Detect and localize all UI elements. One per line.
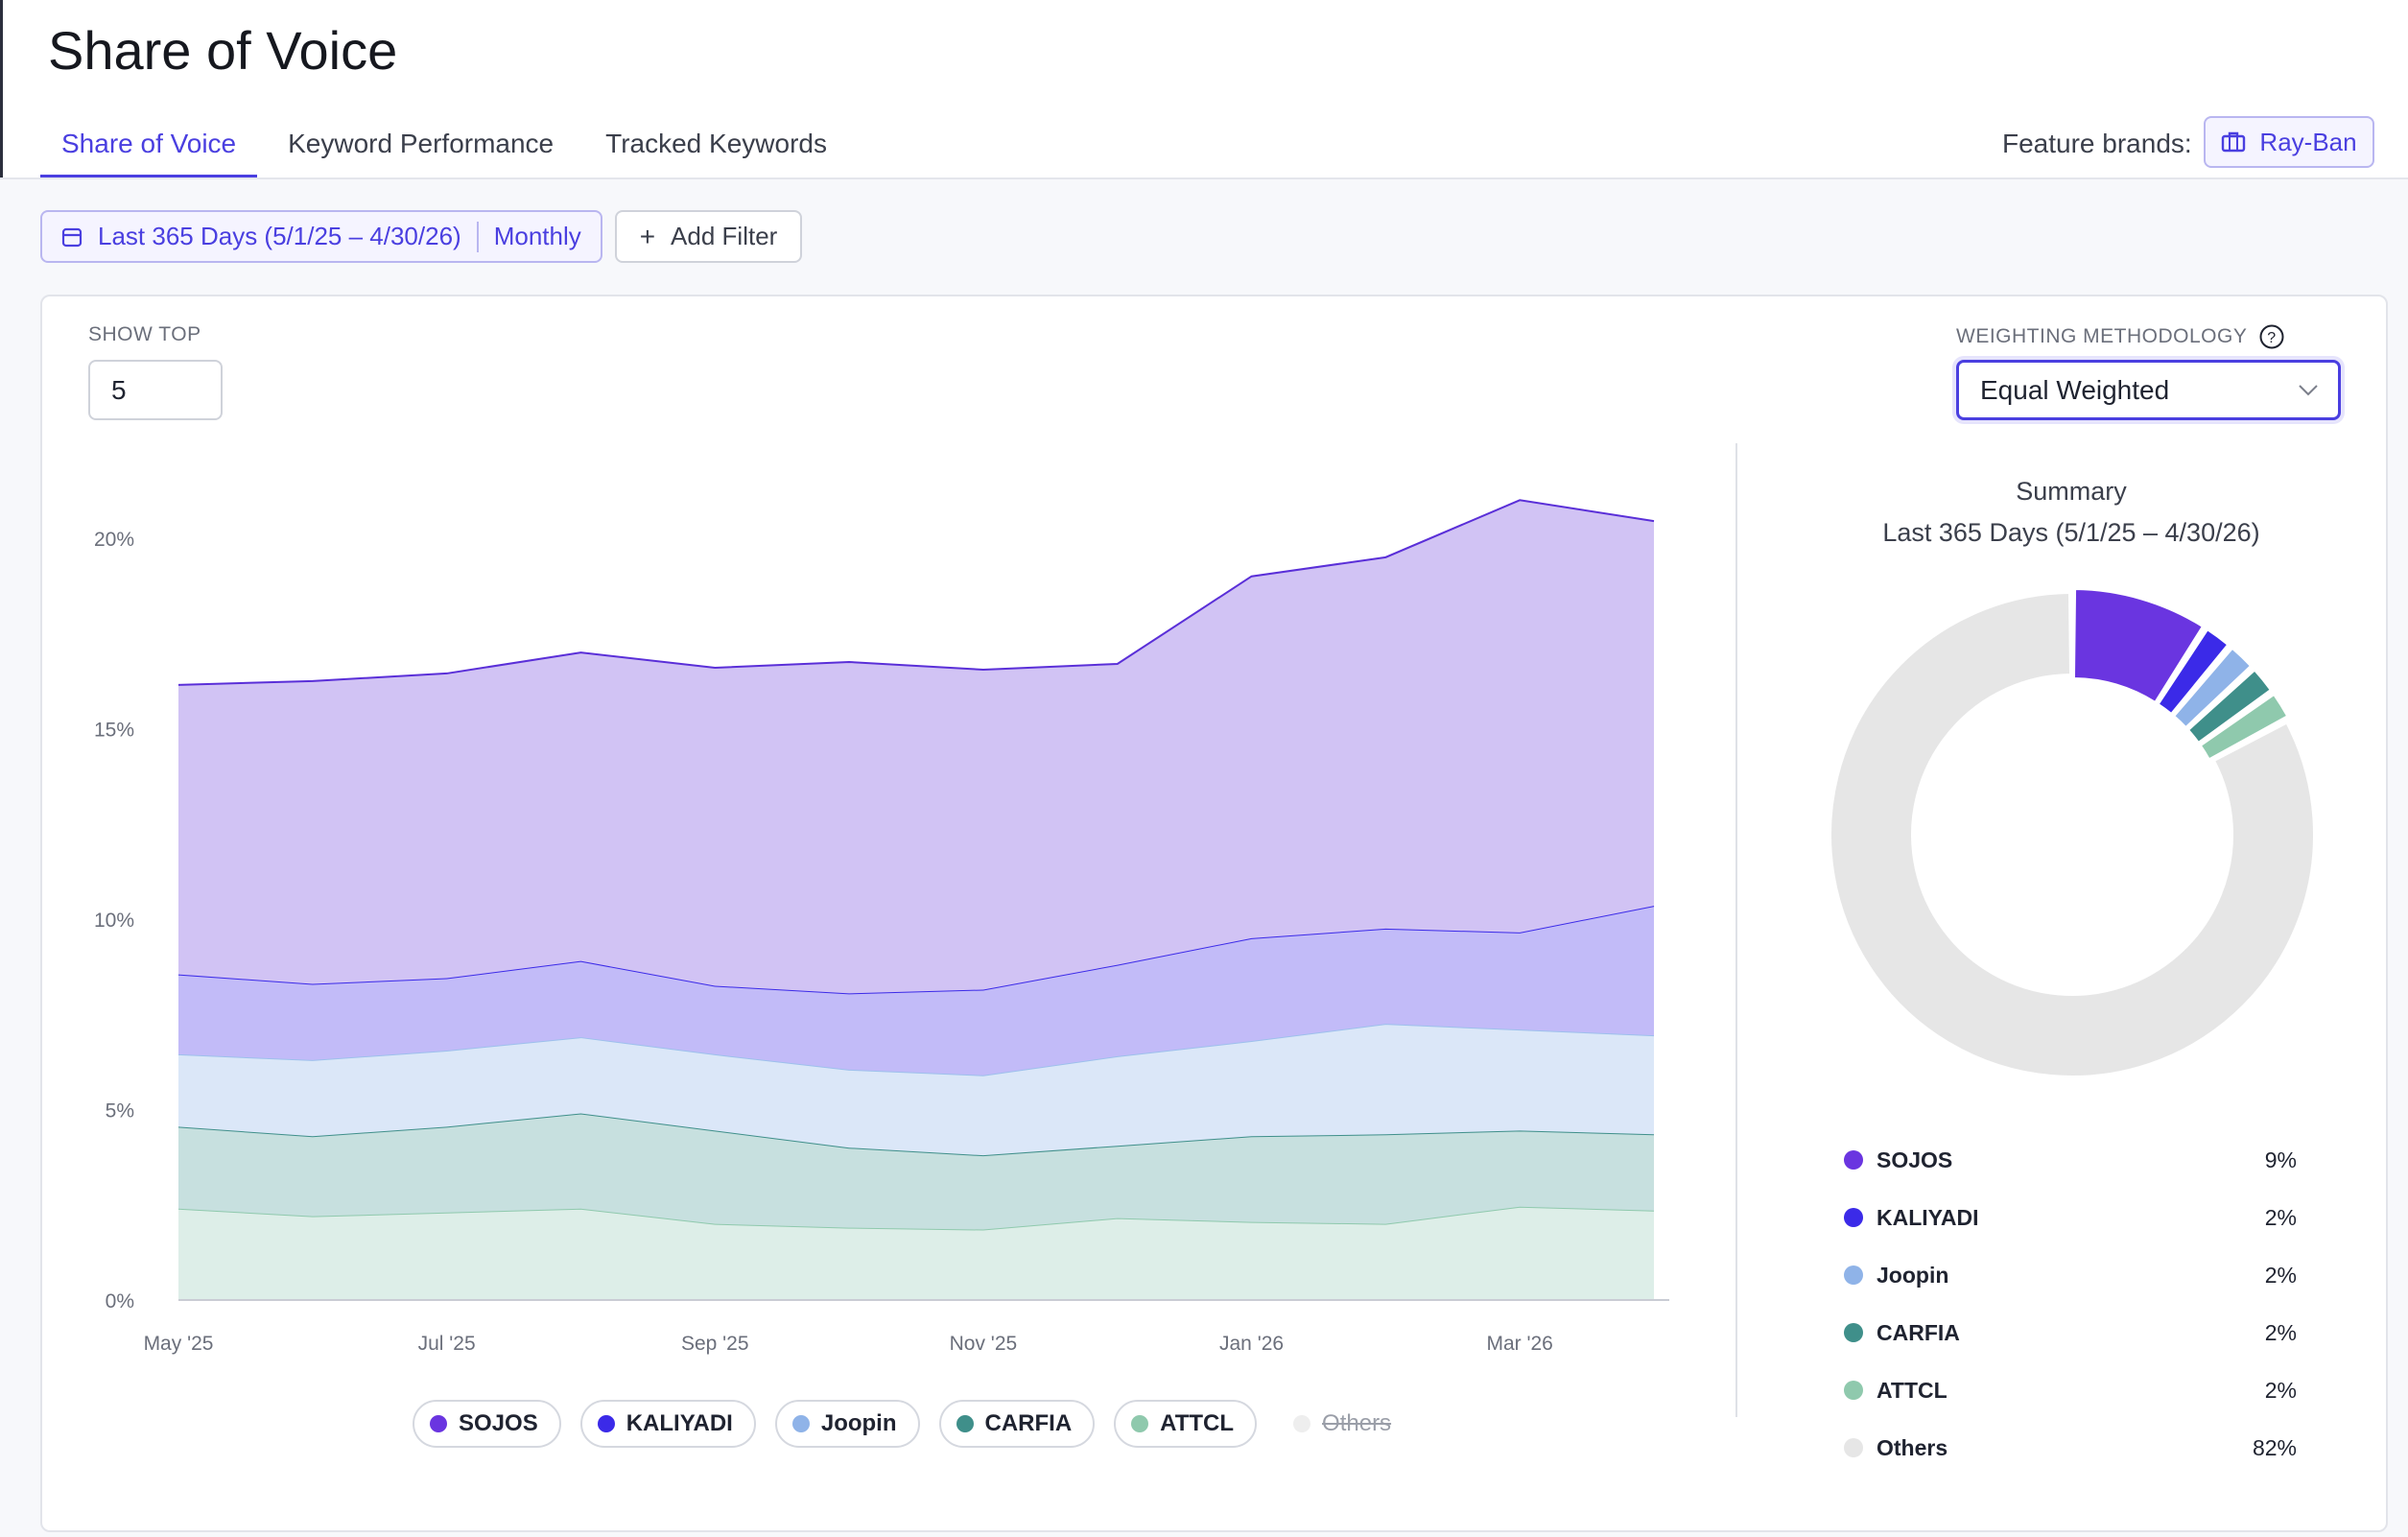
donut-slice-carfia[interactable] xyxy=(2187,669,2272,744)
summary-name: SOJOS xyxy=(1877,1147,1953,1172)
x-tick-label: Jan '26 xyxy=(1219,1333,1284,1355)
area-kaliyadi xyxy=(178,906,1654,1076)
legend-label: SOJOS xyxy=(459,1410,538,1436)
panel-divider xyxy=(1735,443,1737,1417)
summary-row-kaliyadi: KALIYADI 2% xyxy=(1844,1198,2297,1237)
chevron-down-icon xyxy=(2299,384,2318,395)
legend-item-sojos[interactable]: SOJOS xyxy=(413,1400,561,1448)
svg-text:?: ? xyxy=(2268,330,2277,346)
briefcase-icon xyxy=(2222,131,2246,153)
donut-slice-kaliyadi[interactable] xyxy=(2157,628,2230,715)
summary-percent: 2% xyxy=(2264,1262,2297,1288)
help-icon[interactable]: ? xyxy=(2258,323,2285,350)
tab-tracked-keywords[interactable]: Tracked Keywords xyxy=(605,129,827,158)
summary-row-attcl: ATTCL 2% xyxy=(1844,1371,2297,1409)
tabs-divider xyxy=(0,177,2408,179)
add-filter-label: Add Filter xyxy=(671,222,778,250)
donut-slice-sojos[interactable] xyxy=(2072,588,2204,703)
legend-dot xyxy=(1131,1415,1149,1432)
area-carfia xyxy=(178,1113,1654,1230)
summary-percent: 2% xyxy=(2264,1377,2297,1403)
date-range-filter[interactable]: Last 365 Days (5/1/25 – 4/30/26) Monthly xyxy=(40,210,602,263)
tab-share-of-voice[interactable]: Share of Voice xyxy=(40,113,258,178)
legend-dot xyxy=(430,1415,447,1432)
summary-row-joopin: Joopin 2% xyxy=(1844,1256,2297,1294)
summary-row-carfia: CARFIA 2% xyxy=(1844,1313,2297,1352)
summary-dot xyxy=(1844,1438,1863,1457)
donut-slice-attcl[interactable] xyxy=(2199,694,2289,761)
legend-label: Others xyxy=(1322,1410,1392,1436)
weighting-label: WEIGHTING METHODOLOGY xyxy=(1956,325,2248,347)
calendar-icon xyxy=(61,227,83,247)
summary-dot xyxy=(1844,1265,1863,1285)
feature-brand-button[interactable]: Ray-Ban xyxy=(2204,116,2374,168)
summary-row-others: Others 82% xyxy=(1844,1429,2297,1467)
y-tick-label: 15% xyxy=(94,720,134,742)
area-joopin xyxy=(178,1024,1654,1156)
legend-dot xyxy=(597,1415,615,1432)
legend-item-carfia[interactable]: CARFIA xyxy=(938,1400,1096,1448)
tab-keyword-performance[interactable]: Keyword Performance xyxy=(288,129,555,158)
y-tick-label: 5% xyxy=(106,1100,134,1123)
weighting-select[interactable]: Equal Weighted xyxy=(1956,360,2341,420)
summary-name: CARFIA xyxy=(1877,1319,1960,1345)
x-tick-label: Mar '26 xyxy=(1486,1333,1552,1355)
x-tick-label: Nov '25 xyxy=(950,1333,1018,1355)
legend-label: ATTCL xyxy=(1160,1410,1235,1436)
granularity-label[interactable]: Monthly xyxy=(493,222,581,250)
plus-icon: + xyxy=(639,221,656,251)
legend-label: KALIYADI xyxy=(626,1410,733,1436)
summary-name: KALIYADI xyxy=(1877,1204,1979,1230)
legend-item-joopin[interactable]: Joopin xyxy=(774,1400,920,1448)
summary-dot xyxy=(1844,1323,1863,1342)
summary-percent: 9% xyxy=(2264,1147,2297,1172)
legend-dot xyxy=(956,1415,974,1432)
summary-percent: 2% xyxy=(2264,1319,2297,1345)
legend-item-kaliyadi[interactable]: KALIYADI xyxy=(579,1400,756,1448)
legend-item-others[interactable]: Others xyxy=(1276,1400,1415,1448)
summary-name: Joopin xyxy=(1877,1262,1949,1288)
feature-brands-label: Feature brands: xyxy=(2002,129,2192,158)
x-tick-label: May '25 xyxy=(144,1333,214,1355)
legend-label: CARFIA xyxy=(984,1410,1073,1436)
summary-dot xyxy=(1844,1150,1863,1170)
chart-legend: SOJOS KALIYADI Joopin CARFIA ATTCL Other… xyxy=(413,1400,1415,1448)
legend-label: Joopin xyxy=(820,1410,897,1436)
weighting-label-group: WEIGHTING METHODOLOGY ? xyxy=(1956,323,2285,350)
donut-slice-others[interactable] xyxy=(1830,592,2315,1077)
summary-dot xyxy=(1844,1381,1863,1400)
summary-name: ATTCL xyxy=(1877,1377,1948,1403)
y-tick-label: 20% xyxy=(94,529,134,551)
weighting-value: Equal Weighted xyxy=(1980,374,2170,405)
add-filter-button[interactable]: + Add Filter xyxy=(615,210,802,263)
show-top-label: SHOW TOP xyxy=(88,323,201,345)
legend-item-attcl[interactable]: ATTCL xyxy=(1114,1400,1258,1448)
summary-dot xyxy=(1844,1208,1863,1227)
summary-name: Others xyxy=(1877,1434,1948,1460)
area-attcl xyxy=(178,1206,1654,1300)
area-sojos xyxy=(178,500,1654,994)
x-tick-label: Jul '25 xyxy=(418,1333,476,1355)
show-top-input[interactable]: 5 xyxy=(88,360,223,420)
legend-dot xyxy=(791,1415,810,1432)
page-title: Share of Voice xyxy=(48,20,398,81)
line-sojos xyxy=(177,499,1655,686)
y-tick-label: 0% xyxy=(106,1290,134,1312)
donut-slice-joopin[interactable] xyxy=(2173,647,2252,728)
y-tick-label: 10% xyxy=(94,910,134,932)
summary-percent: 82% xyxy=(2252,1434,2297,1460)
summary-subtitle: Last 365 Days (5/1/25 – 4/30/26) xyxy=(1882,518,2260,547)
donut-chart xyxy=(1830,588,2315,1077)
x-tick-label: Sep '25 xyxy=(681,1333,749,1355)
legend-dot xyxy=(1293,1415,1311,1432)
summary-row-sojos: SOJOS 9% xyxy=(1844,1141,2297,1179)
tab-bar: Share of Voice Keyword Performance Track… xyxy=(40,113,858,178)
summary-title: Summary xyxy=(2016,477,2127,506)
date-range-label: Last 365 Days (5/1/25 – 4/30/26) xyxy=(98,222,461,250)
summary-percent: 2% xyxy=(2264,1204,2297,1230)
feature-brand-label: Ray-Ban xyxy=(2259,127,2357,156)
filter-separator xyxy=(476,221,479,252)
